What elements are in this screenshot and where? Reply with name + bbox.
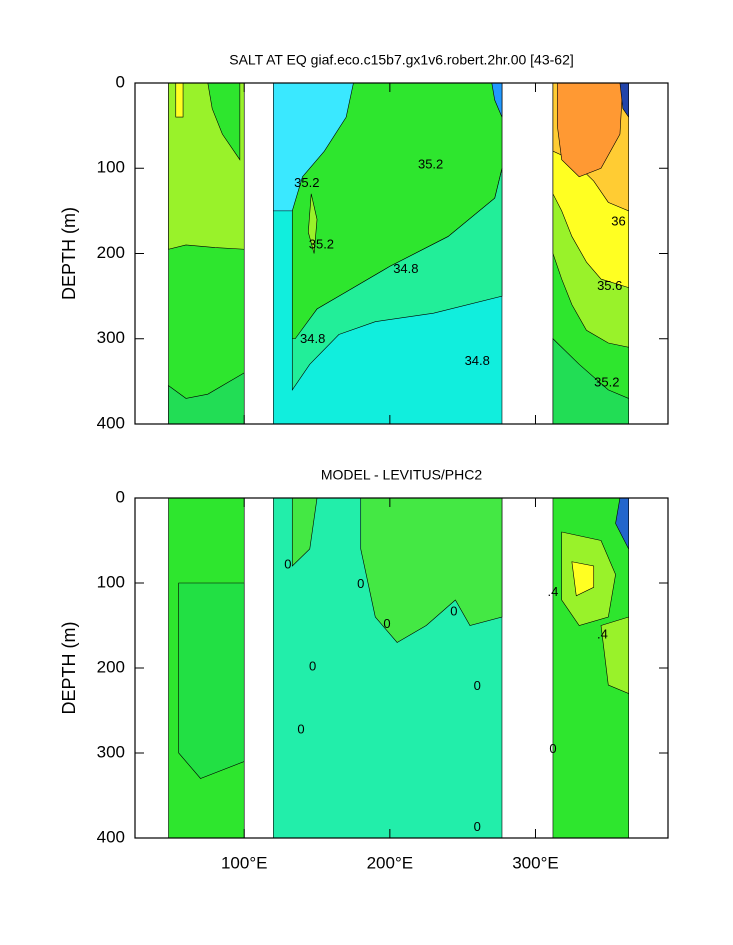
y-tick-label: 200 [97, 243, 125, 262]
contour-label: 0 [450, 603, 457, 618]
contour-label: 0 [309, 659, 316, 674]
x-tick-label: 100°E [221, 853, 268, 872]
contour-label: 35.6 [597, 278, 622, 293]
contour-label: 0 [549, 741, 556, 756]
panel: 35.2 35.2 35.2 34.8 34.8 34.8 36 35.6 35.2 0 100 20… [59, 52, 669, 432]
contour-label: 35.2 [309, 236, 334, 251]
contour-label: 35.2 [594, 375, 619, 390]
chart-title: MODEL - LEVITUS/PHC2 [321, 467, 483, 483]
contour-region [291, 83, 503, 340]
contour-region [360, 498, 503, 643]
contour-label: 34.8 [300, 331, 325, 346]
contour-region [291, 498, 318, 567]
y-tick-label: 100 [97, 572, 125, 591]
y-axis-label: DEPTH (m) [59, 622, 79, 715]
contour-label: 0 [357, 576, 364, 591]
contour-label: 36 [611, 213, 625, 228]
y-axis-label: DEPTH (m) [59, 207, 79, 300]
y-tick-label: 200 [97, 657, 125, 676]
contour-region [619, 83, 629, 119]
contour-region [600, 616, 629, 694]
contour-region [552, 338, 629, 424]
y-tick-label: 300 [97, 328, 125, 347]
y-tick-label: 0 [116, 487, 125, 506]
contour-fill [168, 83, 629, 424]
contour-label: .4 [548, 584, 559, 599]
panel: 0 0 0 0 0 0 0 0 0 .4 .4 0 100 200 300 400 100°E 200°E 300°… [59, 467, 669, 872]
contour-region [273, 83, 354, 212]
contour-region [168, 372, 245, 424]
contour-label: 34.8 [393, 261, 418, 276]
x-tick-label: 200°E [367, 853, 414, 872]
contour-region [178, 582, 245, 779]
contour-region [175, 83, 184, 118]
contour-label: .4 [597, 626, 608, 641]
y-tick-label: 0 [116, 72, 125, 91]
contour-label: 0 [474, 678, 481, 693]
x-tick-label: 300°E [512, 853, 559, 872]
contour-label: 0 [297, 721, 304, 736]
y-tick-label: 100 [97, 158, 125, 177]
contour-region [207, 83, 241, 161]
contour-label: 35.2 [294, 175, 319, 190]
contour-label: 0 [383, 616, 390, 631]
contour-region [307, 193, 318, 254]
contour-label: 35.2 [418, 156, 443, 171]
y-tick-label: 300 [97, 742, 125, 761]
contour-region [491, 83, 503, 118]
y-tick-label: 400 [97, 827, 125, 846]
contour-label: 0 [474, 819, 481, 834]
y-tick-label: 400 [97, 413, 125, 432]
contour-label: 34.8 [465, 353, 490, 368]
contour-fill [168, 498, 629, 838]
contour-region [615, 498, 629, 550]
contour-region [571, 561, 595, 597]
contour-label: 0 [284, 557, 291, 572]
chart-title: SALT AT EQ giaf.eco.c15b7.gx1v6.robert.2… [229, 52, 574, 68]
